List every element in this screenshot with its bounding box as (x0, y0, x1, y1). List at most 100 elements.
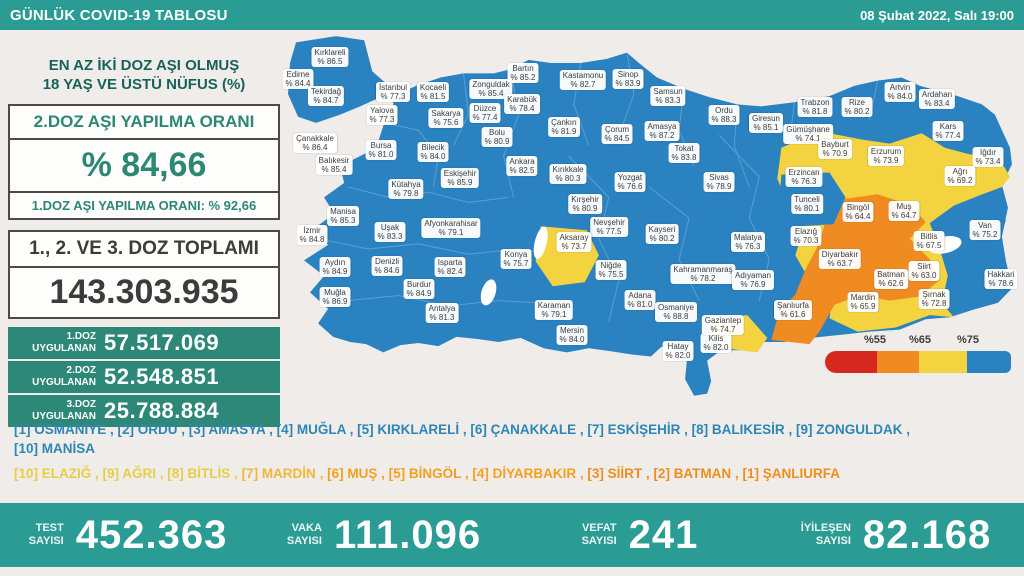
province-label: Adıyaman% 76.9 (731, 270, 775, 290)
left-stats-panel: EN AZ İKİ DOZ AŞI OLMUŞ 18 YAŞ VE ÜSTÜ N… (0, 30, 288, 427)
dose-breakdown-table: 1.DOZ UYGULANAN 57.517.069 2.DOZ UYGULANAN 52… (8, 327, 280, 427)
lake-beysehir (480, 279, 497, 306)
province-label: Uşak% 83.3 (374, 222, 406, 242)
province-label: Kırıkkale% 80.3 (549, 164, 587, 184)
turkey-map: Kırklareli% 86.5 Edirne% 84.4 Tekirdağ% 84… (282, 32, 1024, 404)
province-label: Burdur% 84.9 (403, 279, 435, 299)
total-doses-value: 143.303.935 (49, 273, 239, 311)
province-label: Bitlis% 67.5 (913, 231, 945, 251)
province-label: Mersin% 84.0 (556, 325, 588, 345)
province-label: Samsun% 83.3 (650, 86, 686, 106)
best-list-item: [8] BALIKESİR (691, 422, 785, 437)
best-list-item: [4] MUĞLA (276, 422, 346, 437)
province-label: Kayseri% 80.2 (645, 224, 679, 244)
panel-subtitle: EN AZ İKİ DOZ AŞI OLMUŞ 18 YAŞ VE ÜSTÜ N… (42, 57, 246, 93)
dose2-rate-label: 2.DOZ AŞI YAPILMA ORANI (10, 106, 278, 140)
province-label: Siirt% 63.0 (908, 261, 940, 281)
province-label: Muş% 64.7 (888, 201, 920, 221)
province-label: Bursa% 81.0 (365, 140, 397, 160)
best-list-item: [6] ÇANAKKALE (470, 422, 577, 437)
dose-row: 2.DOZ UYGULANAN 52.548.851 (8, 361, 280, 395)
province-label: Yalova% 77.3 (366, 105, 398, 125)
best-provinces-list: [1] OSMANİYE , [2] ORDU , [3] AMASYA , [… (14, 422, 910, 456)
province-label: Kars% 77.4 (932, 121, 964, 141)
province-label: Tokat% 83.8 (668, 143, 700, 163)
dose-row: 1.DOZ UYGULANAN 57.517.069 (8, 327, 280, 361)
province-label: Şırnak% 72.8 (918, 289, 950, 309)
worst-list-item: [1] ŞANLIURFA (742, 466, 840, 481)
worst-list-item: [10] ELAZIĞ (14, 466, 92, 481)
province-label: Manisa% 85.3 (327, 206, 359, 226)
legend-label: %65 (908, 334, 932, 346)
lake-tuz (533, 226, 548, 259)
province-label: Diyarbakır% 63.7 (818, 249, 862, 269)
province-label: Amasya% 87.2 (644, 121, 680, 141)
province-label: Artvin% 84.0 (884, 82, 916, 102)
dose2-rate-value: % 84,66 (10, 140, 278, 193)
province-label: Ardahan% 83.4 (918, 89, 956, 109)
province-label: Osmaniye% 88.8 (654, 302, 698, 322)
province-label: İstanbul% 77.3 (375, 82, 411, 102)
map-legend: %55 %65 %75 (825, 334, 1015, 376)
province-label: Kırklareli% 86.5 (311, 47, 349, 67)
worst-list-item: [3] SİİRT (587, 466, 643, 481)
legend-label: %75 (956, 334, 980, 346)
province-label: Sivas% 78.9 (703, 172, 735, 192)
dose-row-value: 57.517.069 (104, 330, 220, 355)
province-label: Erzincan% 76.3 (785, 167, 823, 187)
total-doses-label: 1., 2. VE 3. DOZ TOPLAMI (10, 232, 278, 268)
province-label: Hakkari% 78.6 (984, 269, 1018, 289)
province-label: Kahramanmaraş% 78.2 (670, 264, 736, 284)
worst-list-item: [7] MARDİN (241, 466, 316, 481)
province-label: Trabzon% 81.8 (797, 97, 833, 117)
legend-bar (825, 351, 1015, 373)
legend-segment (967, 351, 1011, 373)
province-label: Niğde% 75.5 (595, 260, 627, 280)
report-date: 08 Şubat 2022, Salı 19:00 (860, 7, 1014, 23)
province-label: Isparta% 82.4 (434, 257, 466, 277)
stat-label: VEFAT SAYISI (581, 522, 617, 547)
province-label: Giresun% 85.1 (748, 113, 784, 133)
province-label: Çanakkale% 86.4 (293, 133, 337, 153)
province-label: Kütahya% 79.8 (388, 179, 424, 199)
dose2-rate-box: 2.DOZ AŞI YAPILMA ORANI % 84,66 1.DOZ AŞ… (8, 104, 280, 220)
province-label: Ankara% 82.5 (506, 156, 538, 176)
province-label: Çorum% 84.5 (601, 124, 633, 144)
province-label: Bolu% 80.9 (481, 127, 513, 147)
legend-segment (877, 351, 919, 373)
province-label: Kırşehir% 80.9 (568, 194, 602, 214)
province-label: Yozgat% 76.6 (614, 172, 646, 192)
province-label: Antalya% 81.3 (425, 303, 459, 323)
stat-item: TEST SAYISI 452.363 (0, 513, 256, 558)
map-orange-region (771, 194, 940, 345)
legend-label: %55 (863, 334, 887, 346)
best-list-item: [10] MANİSA (14, 441, 96, 456)
stat-value: 111.096 (333, 512, 482, 557)
province-label: Rize% 80.2 (841, 97, 873, 117)
province-label: Adana% 81.0 (624, 290, 656, 310)
province-label: Bayburt% 70.9 (818, 139, 852, 159)
stat-item: VAKA SAYISI 111.096 (256, 513, 512, 558)
province-label: Tekirdağ% 84.7 (307, 86, 345, 106)
dose-row-value: 25.788.884 (104, 398, 220, 423)
legend-labels: %55 %65 %75 (825, 334, 1015, 349)
best-list-item: [3] AMASYA (188, 422, 266, 437)
top-bar: GÜNLÜK COVID-19 TABLOSU 08 Şubat 2022, S… (0, 0, 1024, 30)
province-label: Ordu% 88.3 (708, 105, 740, 125)
stat-label: TEST SAYISI (28, 522, 64, 547)
province-label: Karabük% 78.4 (504, 94, 540, 114)
worst-list-item: [2] BATMAN (653, 466, 732, 481)
province-label: Bingöl% 64.4 (842, 202, 874, 222)
bottom-stats-bar: TEST SAYISI 452.363 VAKA SAYISI 111.096 VEFAT S… (0, 503, 1024, 567)
dose-row-label: 1.DOZ UYGULANAN (32, 331, 96, 354)
stat-value: 241 (628, 512, 699, 557)
province-label: Aydın% 84.9 (319, 257, 351, 277)
province-label: Van% 75.2 (969, 220, 1001, 240)
stat-value: 82.168 (862, 512, 992, 557)
province-label: Karaman% 79.1 (534, 300, 574, 320)
province-label: Malatya% 76.3 (730, 232, 766, 252)
worst-provinces-list: [10] ELAZIĞ , [9] AĞRI , [8] BİTLİS , [7… (14, 466, 840, 481)
dose-row-value: 52.548.851 (104, 364, 220, 389)
best-list-item: [7] ESKİŞEHİR (587, 422, 681, 437)
province-label: Iğdır% 73.4 (972, 147, 1004, 167)
